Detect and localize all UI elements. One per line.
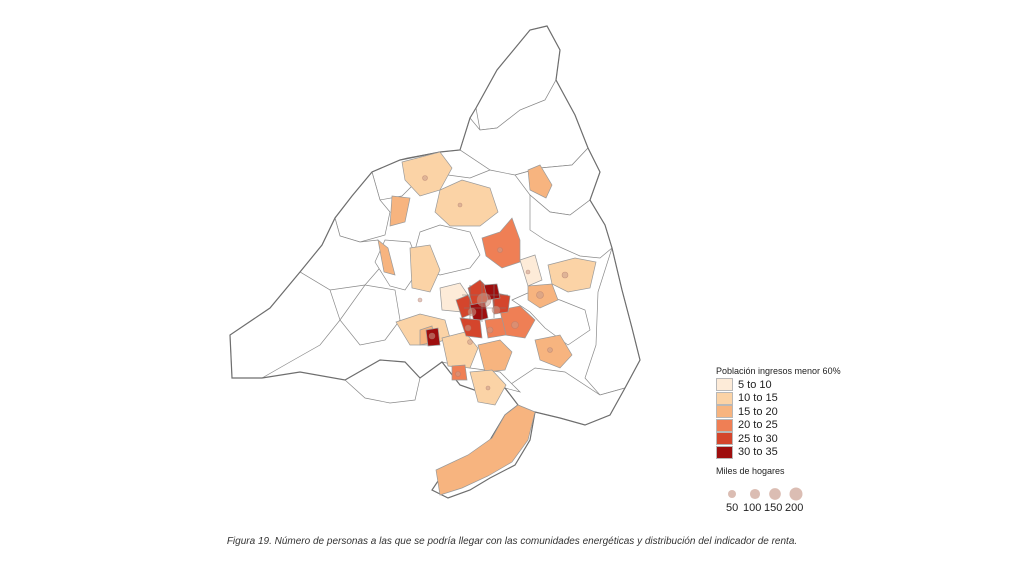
bubble bbox=[511, 321, 519, 329]
bubble-legend-symbols bbox=[728, 487, 803, 501]
household-bubbles bbox=[417, 175, 569, 391]
bubble-legend-circle bbox=[789, 487, 803, 501]
municipality bbox=[519, 254, 543, 287]
municipality bbox=[229, 271, 341, 379]
municipality bbox=[547, 257, 597, 293]
legend-label: 25 to 30 bbox=[738, 432, 778, 445]
municipality-base bbox=[229, 25, 641, 426]
bubble bbox=[464, 324, 472, 332]
choropleth-municipalities bbox=[377, 151, 597, 496]
legend-swatch bbox=[716, 418, 733, 432]
figure-caption: Figura 19. Número de personas a las que … bbox=[226, 536, 798, 547]
municipality bbox=[441, 331, 479, 369]
municipality bbox=[434, 179, 499, 227]
legend-row: 10 to 15 bbox=[716, 391, 778, 405]
bubble bbox=[467, 339, 473, 345]
legend-label: 15 to 20 bbox=[738, 405, 778, 418]
legend-label: 30 to 35 bbox=[738, 446, 778, 458]
municipality bbox=[534, 334, 573, 369]
bubble bbox=[491, 305, 501, 315]
bubble bbox=[536, 291, 544, 299]
bubble bbox=[561, 271, 569, 279]
bubble-legend-label: 50 bbox=[726, 502, 739, 514]
bubble bbox=[525, 269, 531, 275]
legend-row: 5 to 10 bbox=[716, 378, 772, 391]
bubble bbox=[417, 297, 423, 303]
bubble-legend-circle bbox=[769, 488, 781, 500]
bubble bbox=[457, 202, 463, 208]
municipality bbox=[435, 404, 536, 496]
municipality bbox=[527, 164, 553, 199]
legend-swatch bbox=[716, 405, 733, 418]
municipality bbox=[477, 339, 513, 373]
legend-label: 5 to 10 bbox=[738, 378, 772, 391]
legend-swatch bbox=[716, 378, 733, 391]
legend-row: 25 to 30 bbox=[716, 432, 778, 445]
bubble bbox=[422, 175, 428, 181]
bubble-legend-title: Miles de hogares bbox=[716, 466, 785, 476]
bubble bbox=[455, 371, 461, 377]
bubble bbox=[467, 307, 477, 317]
bubble bbox=[428, 332, 436, 340]
municipality bbox=[481, 217, 521, 269]
legend-title: Población ingresos menor 60% bbox=[716, 366, 841, 376]
legend-swatch bbox=[716, 445, 733, 459]
legend-label: 10 to 15 bbox=[738, 392, 778, 404]
municipality bbox=[409, 244, 441, 293]
legend-label: 20 to 25 bbox=[738, 419, 778, 431]
bubble-legend-label: 150 bbox=[764, 502, 783, 514]
bubble bbox=[476, 292, 492, 308]
bubble-legend-circle bbox=[728, 490, 736, 498]
legend-row: 30 to 35 bbox=[716, 445, 778, 459]
municipality bbox=[377, 239, 396, 276]
municipality bbox=[339, 284, 401, 346]
legend-row: 15 to 20 bbox=[716, 405, 778, 418]
municipality bbox=[389, 195, 411, 227]
legend-swatch bbox=[716, 391, 733, 405]
legend-row: 20 to 25 bbox=[716, 418, 778, 432]
legend-swatch bbox=[716, 432, 733, 445]
bubble bbox=[547, 347, 553, 353]
bubble bbox=[486, 326, 494, 334]
bubble-legend-circle bbox=[749, 488, 761, 500]
bubble bbox=[485, 385, 491, 391]
municipality bbox=[529, 194, 613, 259]
bubble-legend-label: 100 bbox=[743, 502, 762, 514]
bubble-legend-label: 200 bbox=[785, 502, 804, 514]
bubble bbox=[497, 247, 503, 253]
